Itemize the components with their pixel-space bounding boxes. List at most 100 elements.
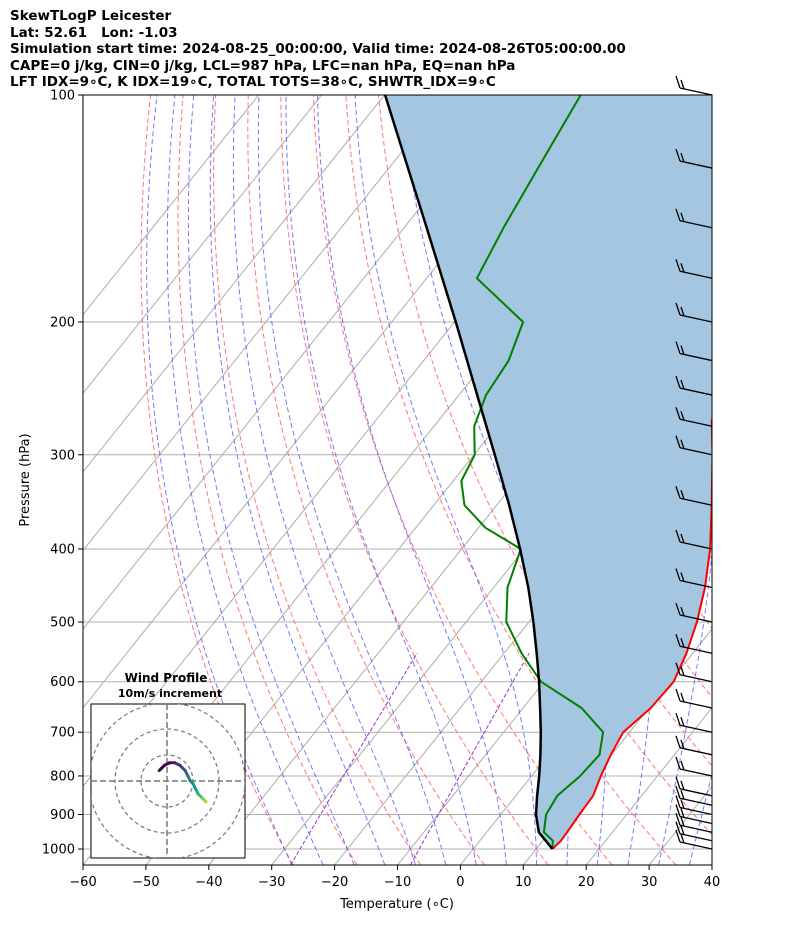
moist-adiabat-line	[631, 95, 712, 865]
isotherm-line	[83, 95, 260, 316]
wind-barb	[675, 568, 713, 589]
wind-barb-flag	[675, 407, 681, 420]
wind-barb-staff	[679, 788, 713, 797]
y-tick-label: 1000	[42, 843, 75, 858]
y-axis-label: Pressure (hPa)	[18, 433, 33, 526]
dry-adiabat-line	[770, 95, 794, 865]
wind-barb-flag	[680, 638, 685, 648]
isotherm-line	[522, 628, 712, 865]
mixing-ratio-line	[290, 653, 418, 865]
dry-adiabat-line	[177, 95, 358, 865]
wind-barb	[675, 813, 713, 833]
wind-barb	[675, 75, 713, 96]
wind-barb-staff	[679, 352, 713, 362]
wind-barb-flag	[680, 306, 685, 317]
y-tick-label: 400	[50, 542, 75, 557]
dry-adiabat-line	[737, 95, 794, 865]
wind-barb	[675, 786, 713, 806]
wind-barb-flag	[675, 813, 681, 826]
x-tick-label: −40	[195, 875, 222, 890]
wind-barb	[675, 634, 713, 654]
wind-barb-flag	[675, 486, 681, 499]
moist-adiabat-line	[187, 95, 355, 865]
wind-barb-flag	[675, 341, 681, 354]
wind-barb	[675, 208, 713, 229]
x-axis-label: Temperature (∘C)	[339, 897, 454, 912]
wind-barb-staff	[679, 541, 713, 550]
wind-barb-flag	[675, 821, 681, 834]
wind-barb	[675, 148, 713, 169]
chart-title-block: SkewTLogP Leicester Lat: 52.61 Lon: -1.0…	[10, 8, 626, 91]
wind-barb-flag	[675, 662, 681, 675]
wind-barb-flag	[680, 212, 685, 222]
wind-barb	[675, 407, 713, 427]
parcel-line	[383, 95, 554, 850]
wind-barb-staff	[679, 724, 713, 733]
isotherm-line	[83, 95, 322, 395]
dry-adiabat-line	[280, 95, 549, 865]
wind-barb-flag	[675, 529, 681, 543]
convective-parameters: CAPE=0 j/kg, CIN=0 j/kg, LCL=987 hPa, LF…	[10, 57, 516, 74]
wind-barb-staff	[679, 700, 713, 709]
y-tick-label: 600	[50, 675, 75, 690]
wind-barb-flag	[675, 735, 681, 749]
dry-adiabat-line	[140, 95, 294, 865]
wind-barb-staff	[679, 418, 713, 427]
wind-barb-staff	[679, 447, 713, 456]
x-tick-label: 40	[704, 875, 721, 890]
wind-barb-flag	[680, 717, 685, 727]
wind-barb-staff	[679, 815, 713, 825]
moist-adiabat-line	[166, 95, 324, 865]
isotherm-line	[711, 864, 712, 865]
wind-barb-flag	[675, 786, 681, 799]
temperature-line	[551, 417, 712, 850]
wind-barb-flag	[680, 411, 685, 421]
x-tick-label: 30	[641, 875, 658, 890]
wind-barb-flag	[675, 776, 681, 790]
x-tick-label: −30	[258, 875, 285, 890]
wind-barb-staff	[679, 270, 713, 279]
wind-barb	[675, 776, 713, 797]
wind-barb-flag	[675, 795, 681, 808]
wind-barb-staff	[679, 747, 713, 756]
profile-lines	[383, 95, 712, 850]
wind-barb	[675, 688, 713, 709]
wind-barb-flag	[675, 148, 681, 162]
wind-barb-staff	[679, 497, 713, 506]
x-tick-label: 20	[578, 875, 595, 890]
wind-barb-flag	[675, 435, 681, 448]
stability-indices: LFT IDX=9∘C, K IDX=19∘C, TOTAL TOTS=38∘C…	[10, 74, 496, 91]
wind-barb-staff	[679, 833, 713, 842]
wind-barb-flag	[680, 606, 685, 617]
moist-adiabat-line	[232, 95, 416, 865]
x-tick-label: −60	[69, 875, 96, 890]
wind-barb-flag	[675, 568, 681, 581]
wind-barb-staff	[679, 314, 713, 323]
wind-barb-flag	[680, 799, 685, 809]
x-tick-label: 10	[515, 875, 532, 890]
moist-adiabat-line	[400, 95, 569, 865]
y-tick-label: 100	[50, 89, 75, 104]
wind-barb-flag	[680, 379, 685, 390]
wind-barb-flag	[680, 490, 685, 500]
wind-barb-flag	[680, 790, 685, 800]
wind-barb	[675, 302, 713, 323]
isotherm-line	[585, 706, 712, 865]
wind-barb-flag	[680, 833, 685, 844]
wind-barb-staff	[679, 768, 713, 777]
wind-barb-flag	[680, 345, 685, 355]
wind-barb-flag	[675, 688, 681, 702]
x-tick-label: −10	[384, 875, 411, 890]
wind-barb-flag	[680, 817, 685, 827]
wind-barb	[675, 821, 713, 842]
wind-barb-staff	[679, 387, 713, 396]
y-tick-label: 200	[50, 315, 75, 330]
wind-barb	[675, 341, 713, 362]
wind-barb	[675, 829, 713, 850]
moist-adiabat-line	[720, 95, 794, 865]
moist-adiabat-line	[257, 95, 447, 865]
wind-barb	[675, 735, 713, 756]
y-tick-label: 900	[50, 808, 75, 823]
wind-barb-staff	[679, 614, 713, 623]
